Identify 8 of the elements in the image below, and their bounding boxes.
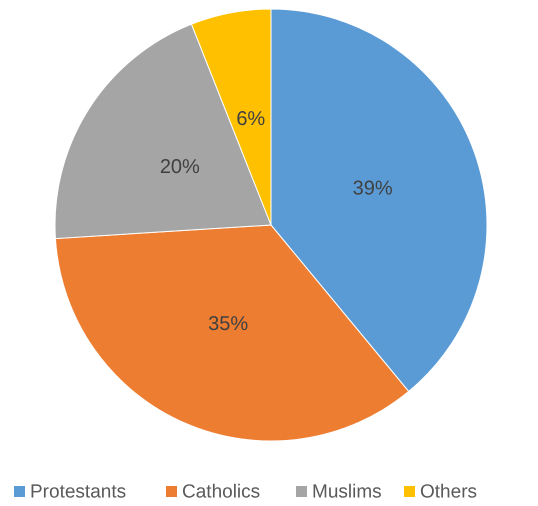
data-label: 6% (236, 108, 266, 130)
legend-label: Catholics (182, 482, 260, 502)
legend-label: Protestants (30, 482, 126, 502)
data-label: 35% (208, 313, 248, 336)
legend-label: Muslims (312, 482, 382, 502)
data-label: 39% (352, 177, 393, 200)
data-label: 20% (160, 156, 200, 178)
legend-label: Others (420, 482, 478, 502)
